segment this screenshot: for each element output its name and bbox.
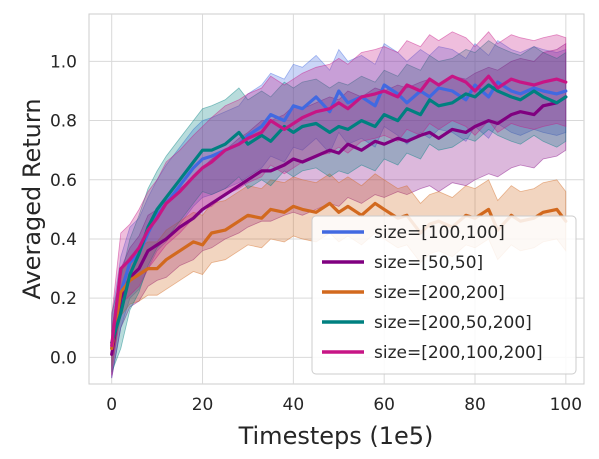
band-size-200-100-200 xyxy=(111,31,567,376)
band-size-100-100 xyxy=(111,40,567,379)
series-lines xyxy=(110,74,568,356)
legend-label: size=[200,50,200] xyxy=(374,313,532,333)
y-tick-label: 0.2 xyxy=(50,289,77,309)
y-tick-label: 0.8 xyxy=(50,112,77,132)
x-axis-label: Timesteps (1e5) xyxy=(238,422,434,450)
y-tick-label: 0.6 xyxy=(50,171,77,191)
band-size-50-50 xyxy=(111,42,567,379)
x-tick-label: 80 xyxy=(464,395,486,415)
y-axis-ticks: 0.0 0.2 0.4 0.6 0.8 1.0 xyxy=(50,52,77,368)
legend-label: size=[100,100] xyxy=(374,223,505,243)
series-line-size-200-100-200 xyxy=(110,74,568,348)
x-tick-label: 0 xyxy=(106,395,117,415)
legend-label: size=[200,100,200] xyxy=(374,343,543,363)
y-axis-label: Averaged Return xyxy=(18,98,46,299)
legend-label: size=[50,50] xyxy=(374,253,483,273)
legend-label: size=[200,200] xyxy=(374,283,505,303)
x-axis-ticks: 0 20 40 60 80 100 xyxy=(106,395,582,415)
series-line-size-50-50 xyxy=(110,95,568,356)
band-size-200-50-200 xyxy=(111,40,567,373)
series-line-size-200-200 xyxy=(110,201,568,351)
y-tick-label: 1.0 xyxy=(50,52,77,72)
series-line-size-200-50-200 xyxy=(110,83,568,345)
x-tick-label: 20 xyxy=(192,395,214,415)
legend-box xyxy=(311,215,577,375)
x-tick-label: 100 xyxy=(550,395,582,415)
series-line-size-100-100 xyxy=(110,80,568,351)
legend: size=[100,100] size=[50,50] size=[200,200]… xyxy=(311,215,577,375)
y-tick-label: 0.4 xyxy=(50,230,77,250)
x-tick-label: 40 xyxy=(283,395,305,415)
y-tick-label: 0.0 xyxy=(50,348,77,368)
x-tick-label: 60 xyxy=(373,395,395,415)
